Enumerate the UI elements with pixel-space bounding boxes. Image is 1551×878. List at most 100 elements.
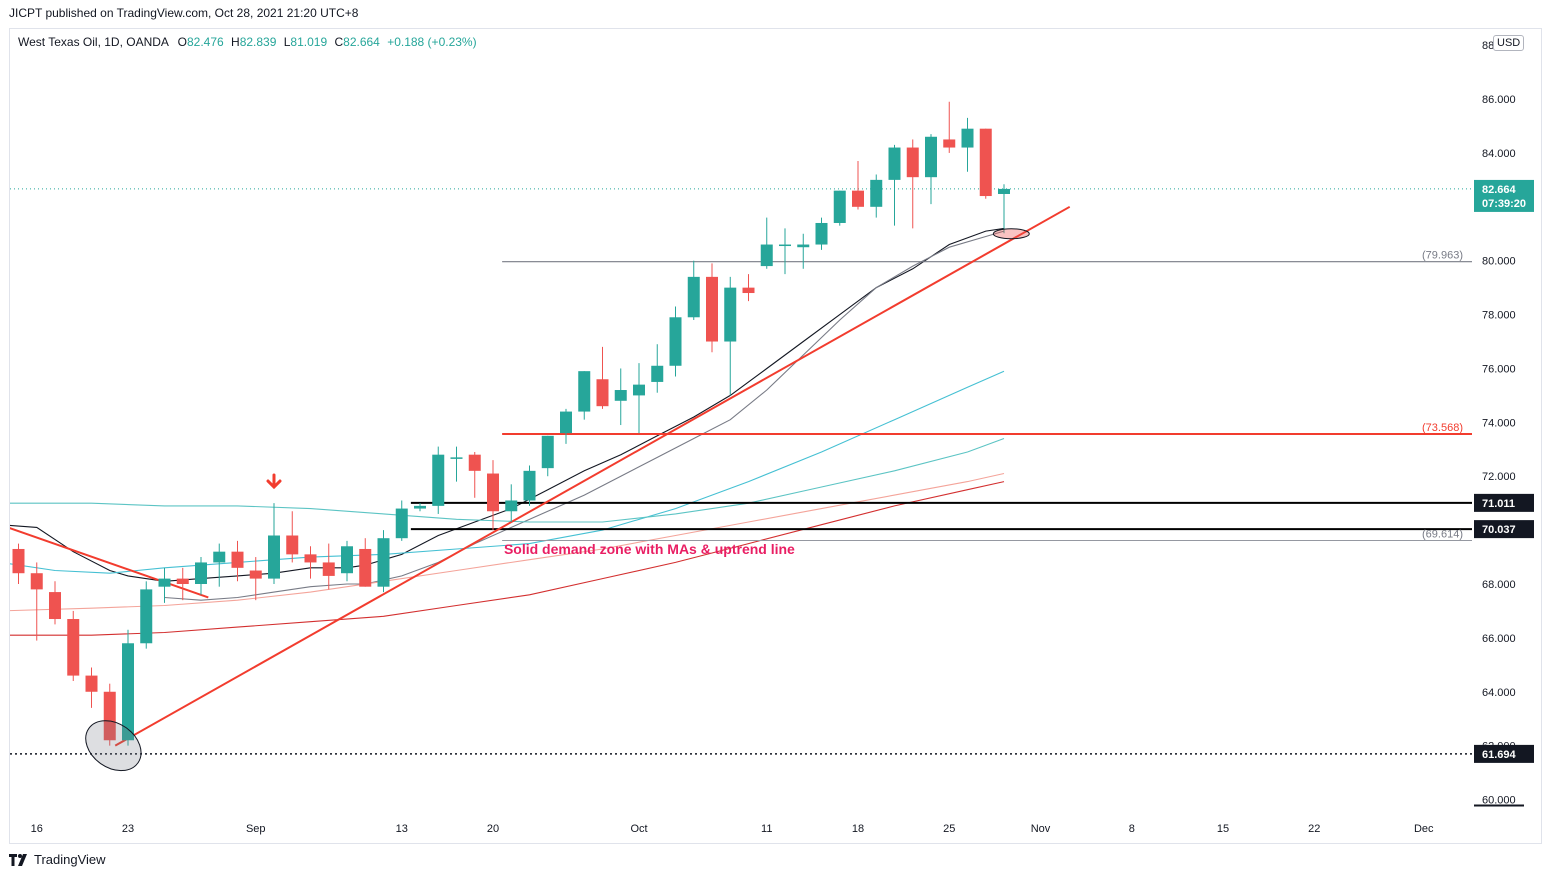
- candle-body: [760, 244, 773, 267]
- candle-body: [67, 619, 80, 676]
- candle-body: [742, 287, 755, 294]
- time-tick-label: 16: [31, 823, 43, 835]
- candle-body: [925, 136, 937, 178]
- candle-body: [505, 500, 518, 512]
- candle-body: [140, 589, 153, 644]
- candle-body: [596, 379, 609, 407]
- time-tick-label: 11: [761, 823, 772, 835]
- candle-body: [286, 535, 299, 555]
- candle: [195, 557, 207, 595]
- candle-body: [724, 287, 737, 342]
- candle: [231, 540, 244, 582]
- candle: [925, 134, 937, 205]
- price-tick-label: 72.000: [1482, 471, 1516, 483]
- candle: [633, 363, 645, 434]
- level-badge: 61.694: [1474, 744, 1534, 763]
- price-tick-label: 64.000: [1482, 687, 1516, 699]
- candle: [596, 346, 609, 409]
- time-tick-label: 13: [396, 823, 408, 835]
- downtrend-trendline: [10, 527, 209, 599]
- candle-body: [906, 147, 919, 178]
- candle-body: [560, 411, 572, 434]
- time-tick-label: Nov: [1031, 823, 1051, 835]
- candle: [122, 629, 134, 746]
- candle-body: [797, 244, 810, 248]
- price-tick-label: 66.000: [1482, 633, 1516, 645]
- level-badge-bg: [1474, 493, 1534, 512]
- footer: TradingView: [9, 852, 106, 867]
- legend-low-label: L: [283, 35, 291, 49]
- candle-body: [49, 592, 61, 620]
- candle: [432, 446, 445, 514]
- currency-badge[interactable]: USD: [1493, 35, 1525, 51]
- candle: [560, 408, 572, 444]
- candle: [304, 546, 317, 579]
- legend-high: 82.839: [239, 35, 277, 49]
- candle: [49, 581, 61, 625]
- level-badge-text: 70.037: [1482, 524, 1516, 536]
- candle: [523, 465, 536, 506]
- candle-body: [122, 643, 134, 741]
- candle-body: [468, 454, 481, 471]
- legend-close: 82.664: [343, 35, 380, 49]
- level-label: (79.963): [1422, 250, 1463, 262]
- candle: [541, 435, 554, 477]
- candle: [998, 184, 1010, 234]
- candle-body: [943, 139, 956, 148]
- price-tick-label: 76.000: [1482, 363, 1516, 375]
- time-tick-label: 22: [1308, 823, 1320, 835]
- price-tick-label: 68.000: [1482, 579, 1516, 591]
- price-tick-label: 78.000: [1482, 310, 1516, 322]
- candle: [614, 368, 627, 426]
- candle-body: [633, 384, 645, 396]
- time-tick-label: 15: [1217, 823, 1229, 835]
- candle-body: [85, 675, 98, 692]
- candle: [249, 557, 262, 601]
- candle: [85, 667, 98, 708]
- last-price-badge: 82.664 07:39:20: [1474, 179, 1534, 212]
- candle: [852, 161, 864, 210]
- candle: [140, 581, 153, 649]
- time-tick-label: Dec: [1414, 823, 1434, 835]
- candle: [67, 610, 80, 681]
- candle: [12, 543, 25, 584]
- candle: [30, 562, 43, 641]
- uptrend-trendline: [114, 205, 1071, 747]
- level-badge: 70.037: [1474, 520, 1534, 539]
- candle: [103, 683, 116, 746]
- candle: [651, 344, 664, 393]
- candle-body: [450, 457, 463, 459]
- candle-body: [998, 188, 1010, 194]
- candle: [870, 174, 883, 218]
- recent-highlight-ellipse: [992, 228, 1030, 240]
- price-tick-label: 80.000: [1482, 256, 1516, 268]
- time-tick-label: Oct: [630, 823, 647, 835]
- legend-close-label: C: [334, 35, 344, 49]
- legend-high-label: H: [231, 35, 240, 49]
- last-price-badge-text: 82.664: [1482, 184, 1517, 196]
- candle-body: [706, 276, 718, 342]
- demand-zone-annotation: Solid demand zone with MAs & uptrend lin…: [504, 541, 795, 557]
- candle: [395, 500, 408, 541]
- candle-body: [523, 470, 536, 501]
- candle-body: [30, 573, 43, 590]
- candle: [742, 274, 755, 302]
- moving-average-line: [10, 437, 1005, 523]
- candle-body: [304, 554, 317, 563]
- candle: [687, 260, 700, 320]
- level-badge-text: 61.694: [1482, 749, 1517, 761]
- candle: [815, 217, 828, 250]
- last-price-badge-bg: [1474, 179, 1534, 212]
- candle-body: [852, 190, 864, 207]
- candle-body: [12, 548, 25, 574]
- candle-body: [487, 473, 499, 512]
- legend-open-label: O: [177, 35, 187, 49]
- candle: [578, 371, 591, 420]
- candle: [322, 543, 335, 590]
- candle-body: [614, 390, 627, 401]
- candle-body: [103, 691, 116, 741]
- candle: [669, 306, 682, 377]
- candle-body: [359, 548, 372, 587]
- level-label: (69.614): [1422, 529, 1463, 541]
